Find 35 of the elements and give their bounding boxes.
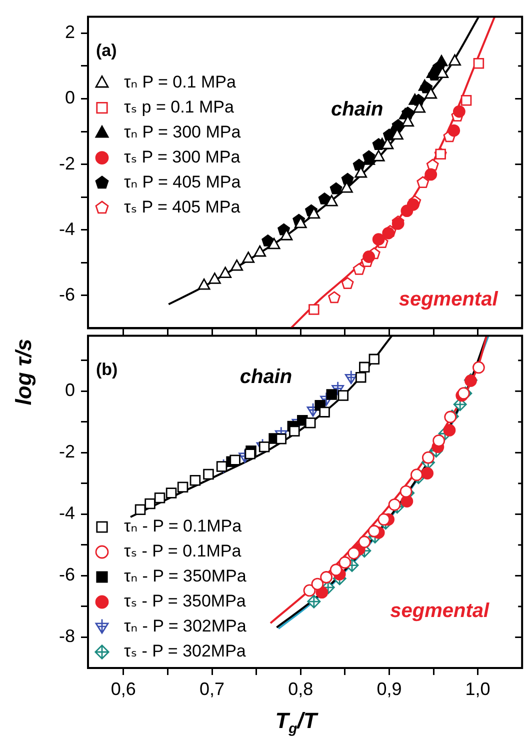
x-tick-label: 1,0 — [465, 678, 490, 699]
annotation: (a) — [96, 40, 117, 60]
annotation: chain — [331, 98, 384, 121]
y-tick-label: -4 — [58, 503, 75, 524]
legend-label: τₛ - P = 302MPa — [124, 642, 246, 661]
legend-label: τₙ - P = 302MPa — [124, 616, 247, 636]
annotation: segmental — [390, 600, 490, 622]
annotation: chain — [240, 366, 292, 388]
x-tick-label: 0,6 — [110, 678, 136, 699]
y-tick-label: -4 — [58, 218, 75, 239]
legend-label: τₙ P = 0.1 MPa — [124, 72, 236, 92]
y-tick-label: 2 — [64, 22, 75, 42]
x-tick-label: 0,7 — [200, 678, 225, 699]
legend-label: τₛ P = 300 MPa — [124, 147, 241, 166]
y-axis-title: log τ/s — [11, 338, 37, 406]
legend-label: τₛ p = 0.1 MPa — [124, 97, 234, 116]
legend-label: τₛ - P = 350MPa — [124, 592, 246, 611]
y-tick-label: -2 — [58, 442, 75, 462]
y-tick-label: -2 — [58, 153, 75, 174]
legend-label: τₙ - P = 0.1MPa — [124, 516, 242, 536]
legend-label: τₙ - P = 350MPa — [124, 566, 247, 586]
y-tick-label: 0 — [64, 380, 75, 400]
legend-label: τₛ P = 405 MPa — [124, 197, 241, 216]
legend-label: τₛ - P = 0.1MPa — [124, 542, 242, 561]
y-tick-label: -6 — [58, 564, 75, 585]
y-tick-label: 0 — [64, 88, 75, 108]
x-tick-label: 0,9 — [376, 678, 402, 699]
y-tick-label: -8 — [58, 626, 75, 646]
legend-label: τₙ P = 405 MPa — [124, 172, 242, 192]
annotation: segmental — [398, 288, 498, 311]
legend-label: τₙ P = 300 MPa — [124, 122, 242, 142]
x-tick-label: 0,8 — [288, 678, 314, 699]
x-axis-title: T$_{g}$/T — [275, 708, 317, 736]
annotation: (b) — [96, 360, 118, 379]
y-tick-label: -6 — [58, 284, 75, 304]
